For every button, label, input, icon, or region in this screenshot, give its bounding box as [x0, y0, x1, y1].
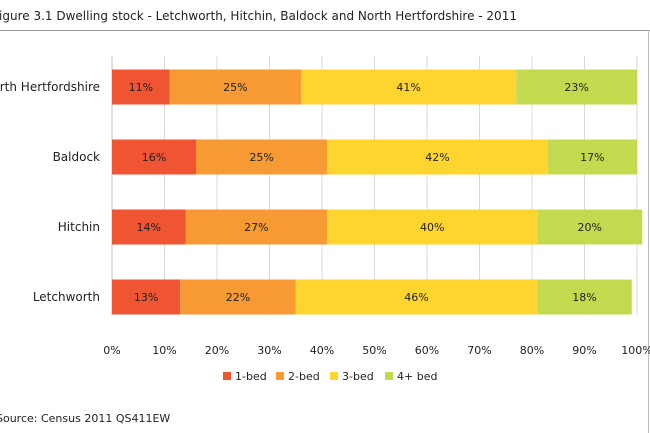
legend-label: 3-bed — [342, 370, 374, 383]
category-label: North Hertfordshire — [0, 80, 100, 94]
source-note: Source: Census 2011 QS411EW — [0, 412, 171, 425]
data-label: 22% — [226, 291, 250, 304]
data-label: 23% — [564, 81, 588, 94]
bar-segment — [327, 139, 548, 175]
data-label: 13% — [134, 291, 158, 304]
legend-label: 4+ bed — [397, 370, 437, 383]
x-tick-label: 90% — [572, 344, 596, 357]
right-border — [648, 30, 649, 433]
data-label: 11% — [129, 81, 153, 94]
data-label: 42% — [425, 151, 449, 164]
x-tick-label: 20% — [205, 344, 229, 357]
data-label: 18% — [572, 291, 596, 304]
bar-segment — [295, 279, 538, 315]
data-label: 14% — [137, 221, 161, 234]
bar-segment — [301, 69, 517, 105]
legend-swatch — [223, 372, 231, 380]
x-tick-label: 100% — [621, 344, 650, 357]
category-label: Letchworth — [33, 290, 100, 304]
x-tick-label: 80% — [520, 344, 544, 357]
category-label: Baldock — [53, 150, 100, 164]
data-label: 20% — [578, 221, 602, 234]
bar-segment — [537, 209, 643, 245]
x-tick-label: 60% — [415, 344, 439, 357]
bar-segment — [112, 279, 181, 315]
bar-segment — [112, 209, 186, 245]
bar-segment — [537, 279, 632, 315]
bar-segment — [185, 209, 328, 245]
x-tick-label: 70% — [467, 344, 491, 357]
legend-label: 1-bed — [235, 370, 267, 383]
legend-swatch — [385, 372, 393, 380]
x-tick-label: 0% — [103, 344, 120, 357]
bar-segment — [112, 69, 170, 105]
figure-title: Figure 3.1 Dwelling stock - Letchworth, … — [0, 9, 517, 23]
bar-segment — [112, 139, 196, 175]
data-label: 16% — [142, 151, 166, 164]
data-label: 46% — [404, 291, 428, 304]
bar-segment — [327, 209, 538, 245]
data-label: 25% — [223, 81, 247, 94]
data-label: 40% — [420, 221, 444, 234]
bar-segment — [169, 69, 301, 105]
data-label: 27% — [244, 221, 268, 234]
bar-segment — [516, 69, 637, 105]
bar-segment — [196, 139, 328, 175]
bar-segment — [547, 139, 637, 175]
data-label: 41% — [396, 81, 420, 94]
category-label: Hitchin — [58, 220, 100, 234]
legend-swatch — [276, 372, 284, 380]
legend-swatch — [330, 372, 338, 380]
x-tick-label: 30% — [257, 344, 281, 357]
title-divider — [0, 30, 650, 31]
legend-label: 2-bed — [288, 370, 320, 383]
x-tick-label: 40% — [310, 344, 334, 357]
data-label: 25% — [249, 151, 273, 164]
bar-segment — [180, 279, 296, 315]
x-tick-label: 10% — [152, 344, 176, 357]
x-tick-label: 50% — [362, 344, 386, 357]
data-label: 17% — [580, 151, 604, 164]
